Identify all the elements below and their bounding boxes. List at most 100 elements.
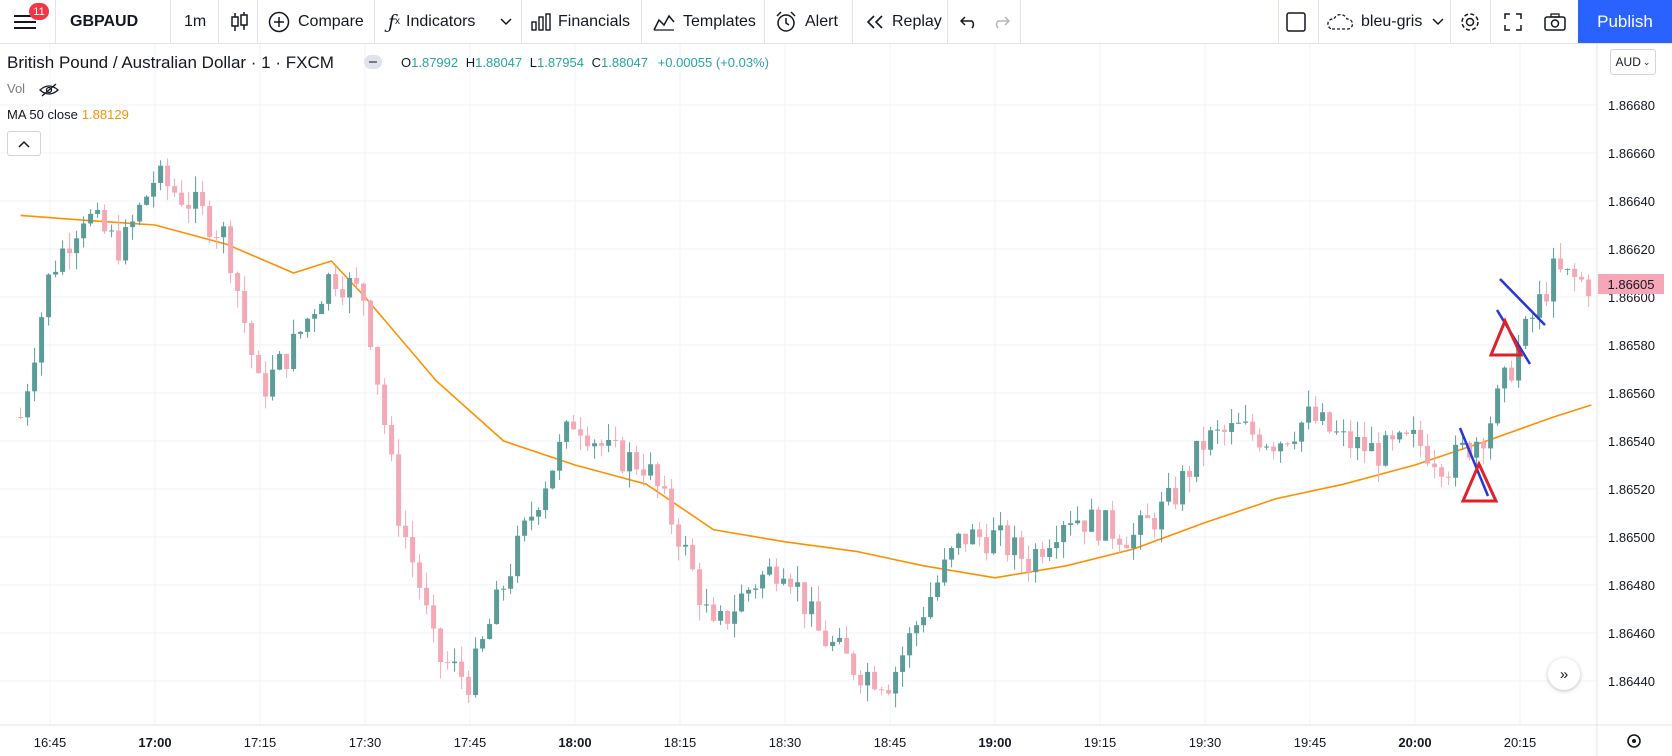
candle-body [60,248,66,272]
candle-body [872,671,878,690]
double-chevron-right-icon: » [1559,665,1569,683]
settings-button[interactable] [1459,0,1481,43]
candle-body [256,355,262,374]
trend-line[interactable] [1499,278,1546,326]
interval-label: 1m [184,12,207,30]
candle-body [1439,467,1445,477]
candle-body [1019,537,1025,559]
candle-body [1572,268,1578,277]
redo-button[interactable] [992,0,1010,43]
x-tick-label: 17:30 [349,735,382,750]
candle-body [851,653,857,675]
financials-button[interactable]: Financials [531,0,630,43]
candle-body [669,488,675,525]
x-axis-ticks[interactable]: 16:45 17:00 17:15 17:30 17:45 18:00 18:15 18:30… [34,735,1537,750]
layout-dropdown[interactable] [1432,0,1444,43]
candle-body [1173,487,1179,505]
templates-button[interactable]: Templates [653,0,756,43]
compare-button[interactable]: Compare [268,0,364,43]
y-tick-label: 1.86480 [1608,578,1655,593]
candle-body [417,562,423,588]
candle-body [1530,317,1536,319]
alert-button[interactable]: Alert [775,0,838,43]
candle-body [291,333,297,370]
currency-button[interactable]: AUD ⌄ [1610,49,1656,75]
volume-legend[interactable]: Vol [7,81,59,97]
undo-button[interactable] [960,0,978,43]
candle-body [725,611,731,624]
single-layout-button[interactable] [1286,0,1306,43]
collapse-legend-button[interactable] [7,131,41,156]
candle-body [466,676,472,696]
y-tick-label: 1.86540 [1608,434,1655,449]
candle-body [1131,534,1137,549]
triangle-drawing[interactable] [1488,317,1524,357]
candle-body [956,533,962,549]
candle-body [95,210,101,214]
candle-body [53,271,59,275]
candle-body [711,604,717,621]
ma-legend[interactable]: MA 50 close 1.88129 [7,107,129,122]
scroll-to-realtime-button[interactable]: » [1548,658,1580,690]
x-tick-label: 17:45 [454,735,487,750]
candle-body [1474,441,1480,458]
candle-body [1159,501,1165,530]
candle-body [144,196,150,205]
camera-icon [1544,12,1566,31]
chart-title[interactable]: British Pound / Australian Dollar · 1 · … [7,53,334,72]
candle-body [1502,367,1508,389]
ma-label: MA 50 close [7,107,78,122]
candle-body [767,566,773,575]
candle-body [1201,440,1207,450]
eye-off-icon[interactable] [38,83,59,97]
candle-body [445,662,451,664]
candle-body [452,661,458,664]
chart-type-button[interactable] [230,0,250,43]
candle-body [67,248,73,254]
candle-body [1257,434,1263,448]
y-tick-label: 1.86620 [1608,242,1655,257]
candle-body [151,182,157,197]
ohlc-values: O1.87992 H1.88047 L1.87954 C1.88047 +0.0… [401,55,769,70]
x-tick-label: 17:15 [244,735,277,750]
layout-save-button[interactable]: bleu-gris [1326,0,1422,43]
indicators-dropdown[interactable] [500,0,512,43]
publish-button[interactable]: Publish [1578,0,1672,43]
symbol-search-button[interactable]: GBPAUD [70,0,138,43]
candle-body [221,226,227,238]
axis-settings-gear-icon[interactable] [1627,734,1641,748]
candle-body [1460,442,1466,445]
fullscreen-button[interactable] [1504,0,1522,43]
candle-body [1334,431,1340,433]
volume-label: Vol [7,81,26,96]
candle-body [25,391,31,418]
plus-circle-icon [268,11,290,32]
alert-label: Alert [805,12,838,30]
candle-body [1488,423,1494,449]
y-tick-label: 1.86500 [1608,530,1655,545]
candle-body [655,464,661,487]
x-tick-label: 17:00 [138,735,171,750]
candle-body [207,206,213,237]
replay-button[interactable]: Replay [865,0,942,43]
candle-body [354,277,360,284]
candle-body [781,578,787,584]
snapshot-button[interactable] [1544,0,1566,43]
more-options-icon[interactable] [364,55,382,69]
replay-icon [866,14,883,29]
y-axis-ticks[interactable]: 1.866801.866601.866401.866201.866001.865… [1608,98,1655,689]
candle-body [284,353,290,370]
candle-body [1124,544,1130,549]
triangle-drawing[interactable] [1460,460,1499,503]
candle-body [760,574,766,589]
interval-button[interactable]: 1m [184,0,206,43]
candle-body [998,525,1004,531]
candle-body [1558,258,1564,270]
trend-line[interactable] [1458,427,1490,497]
candle-body [578,429,584,436]
candle-body [795,582,801,587]
candle-body [1243,421,1249,423]
menu-button[interactable] [14,0,44,43]
